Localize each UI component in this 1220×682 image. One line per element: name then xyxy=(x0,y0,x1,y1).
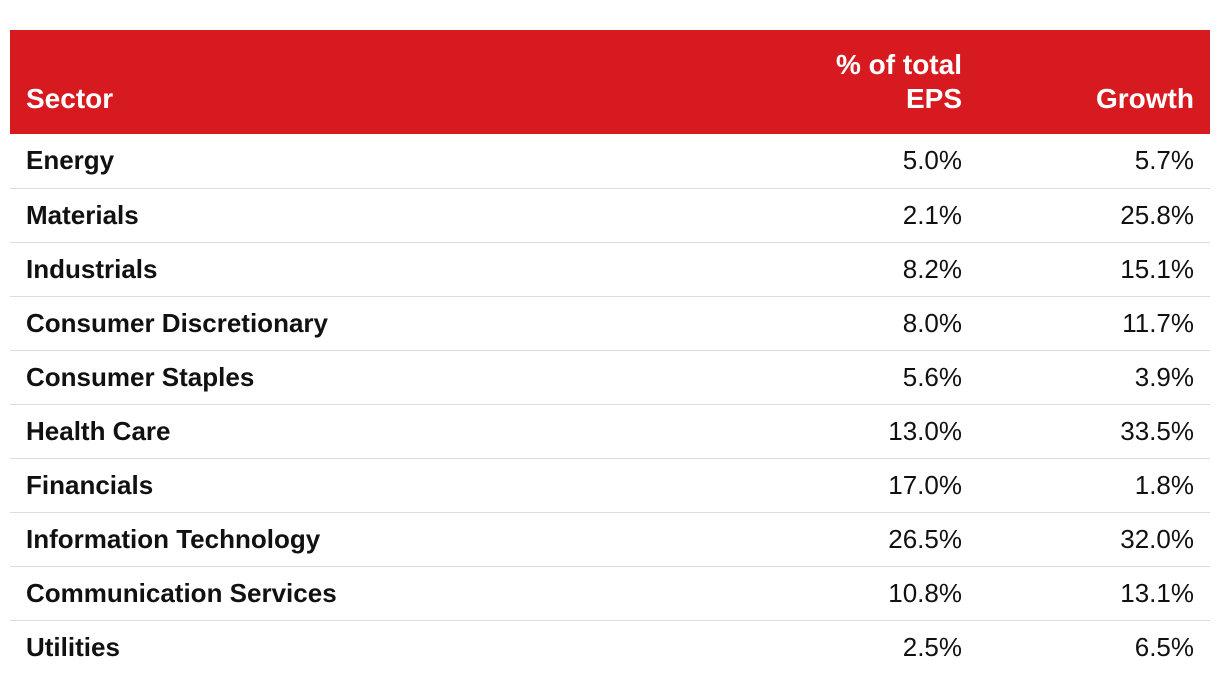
growth-cell: 11.7% xyxy=(978,296,1210,351)
eps-share-cell: 8.0% xyxy=(730,296,978,351)
growth-cell: 33.5% xyxy=(978,404,1210,459)
table-body: Energy 5.0% 5.7% Materials 2.1% 25.8% Industri… xyxy=(10,134,1210,674)
eps-share-cell: 2.5% xyxy=(902,631,962,662)
eps-share-cell: 10.8% xyxy=(730,566,978,621)
table-row: Energy 5.0% 5.7% xyxy=(10,134,1210,189)
sector-cell: Utilities xyxy=(26,631,120,662)
eps-share-cell: 13.0% xyxy=(730,404,978,459)
growth-cell: 25.8% xyxy=(978,188,1210,243)
header-eps-line1: % of total xyxy=(836,49,962,80)
eps-share-cell: 5.6% xyxy=(730,350,978,405)
growth-cell: 1.8% xyxy=(978,458,1210,513)
eps-share-cell: 8.2% xyxy=(730,242,978,297)
table-row: Utilities 2.5% 6.5% xyxy=(10,620,1210,674)
growth-cell: 5.7% xyxy=(978,134,1210,189)
header-growth: Growth xyxy=(1096,83,1194,114)
sector-cell: Communication Services xyxy=(10,566,730,621)
table-row: Materials 2.1% 25.8% xyxy=(10,188,1210,243)
sector-cell: Materials xyxy=(10,188,730,243)
table-header: Sector % of total EPS Growth xyxy=(10,30,1210,134)
eps-share-cell: 5.0% xyxy=(730,134,978,189)
growth-cell: 6.5% xyxy=(1134,631,1194,662)
growth-cell: 32.0% xyxy=(978,512,1210,567)
sector-cell: Financials xyxy=(10,458,730,513)
eps-share-cell: 2.1% xyxy=(730,188,978,243)
sector-cell: Consumer Discretionary xyxy=(10,296,730,351)
table-row: Financials 17.0% 1.8% xyxy=(10,458,1210,513)
header-row: Sector % of total EPS Growth xyxy=(10,30,1210,134)
table-row: Health Care 13.0% 33.5% xyxy=(10,404,1210,459)
sector-cell: Information Technology xyxy=(10,512,730,567)
data-table: Sector % of total EPS Growth Energy 5.0% 5… xyxy=(10,30,1210,674)
table-row: Consumer Staples 5.6% 3.9% xyxy=(10,350,1210,405)
growth-cell: 3.9% xyxy=(978,350,1210,405)
growth-cell: 13.1% xyxy=(978,566,1210,621)
sector-eps-table: Sector % of total EPS Growth Energy 5.0% 5… xyxy=(10,30,1210,674)
header-eps: % of total EPS xyxy=(730,30,978,134)
table-row: Communication Services 10.8% 13.1% xyxy=(10,566,1210,621)
table-row: Information Technology 26.5% 32.0% xyxy=(10,512,1210,567)
sector-cell: Industrials xyxy=(10,242,730,297)
header-sector: Sector xyxy=(26,83,114,114)
table-row: Consumer Discretionary 8.0% 11.7% xyxy=(10,296,1210,351)
header-eps-line2: EPS xyxy=(905,83,962,114)
table-row: Industrials 8.2% 15.1% xyxy=(10,242,1210,297)
sector-cell: Consumer Staples xyxy=(10,350,730,405)
sector-cell: Energy xyxy=(10,134,730,189)
sector-cell: Health Care xyxy=(10,404,730,459)
growth-cell: 15.1% xyxy=(978,242,1210,297)
eps-share-cell: 17.0% xyxy=(730,458,978,513)
eps-share-cell: 26.5% xyxy=(730,512,978,567)
